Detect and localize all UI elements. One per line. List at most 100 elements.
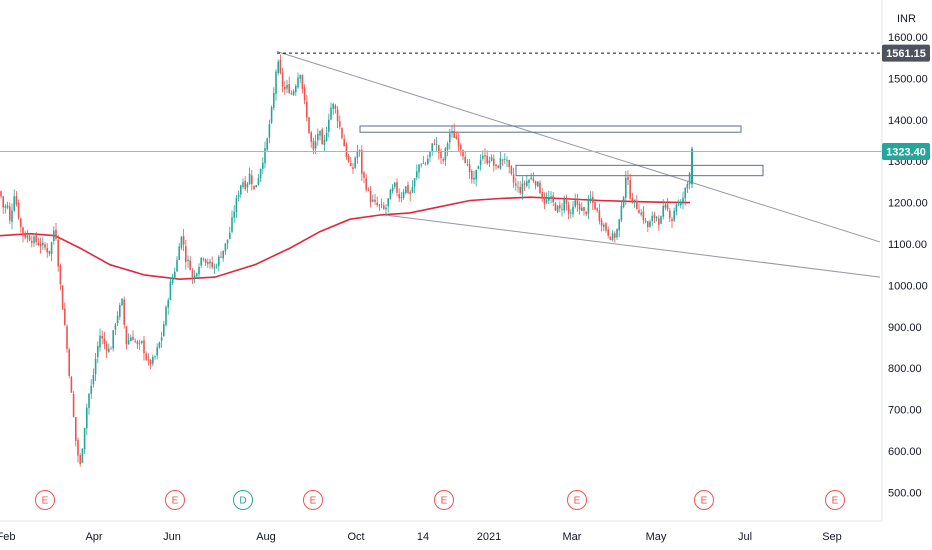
candle	[134, 338, 136, 344]
candle	[471, 169, 473, 184]
candle	[594, 200, 596, 211]
candle	[464, 151, 466, 164]
earnings-marker[interactable]: E	[825, 490, 845, 510]
earnings-marker[interactable]: E	[165, 490, 185, 510]
candle	[97, 341, 99, 364]
candle	[484, 148, 486, 164]
candle	[611, 230, 614, 242]
candle	[554, 202, 557, 211]
candle	[640, 208, 642, 217]
y-tick-label: 1500.00	[888, 73, 928, 85]
candle	[620, 201, 623, 222]
candle	[466, 158, 469, 167]
support-boxes	[359, 125, 764, 177]
candle	[306, 94, 308, 122]
dividend-marker[interactable]: D	[233, 490, 253, 510]
candle	[477, 165, 480, 170]
candle	[224, 243, 227, 255]
candle	[383, 202, 385, 211]
candle	[66, 324, 68, 353]
candle	[339, 115, 341, 130]
x-tick-label: Feb	[0, 531, 15, 543]
candle	[55, 222, 57, 241]
candle	[264, 141, 266, 169]
candle	[578, 201, 581, 215]
candle	[108, 343, 110, 354]
candle	[336, 106, 339, 129]
y-tick-label: 500.00	[888, 487, 922, 499]
candle	[99, 328, 101, 352]
candle	[519, 181, 521, 195]
candle	[37, 237, 40, 246]
x-tick-label: 14	[417, 531, 429, 543]
candle	[94, 352, 97, 382]
x-tick-label: 2021	[477, 531, 501, 543]
candle	[176, 256, 178, 272]
candle	[279, 54, 282, 75]
earnings-marker[interactable]: E	[567, 490, 587, 510]
y-tick-label: 800.00	[888, 363, 922, 375]
candle	[132, 330, 134, 341]
high-price-badge: 1561.15	[882, 44, 930, 62]
y-tick-label: 1600.00	[888, 32, 928, 44]
candle	[429, 151, 431, 162]
candle	[253, 185, 255, 191]
candle	[528, 178, 530, 190]
candle	[105, 340, 108, 359]
candle	[402, 188, 405, 200]
svg-text:E: E	[42, 496, 49, 507]
svg-text:D: D	[239, 496, 246, 507]
earnings-marker[interactable]: E	[434, 490, 454, 510]
time-axis: Feb Apr Jun Aug Oct 14 2021 Mar May Jul Sep	[0, 520, 882, 543]
candle	[387, 198, 389, 213]
candle	[541, 188, 543, 203]
candle	[543, 192, 546, 210]
candle	[576, 194, 579, 212]
support-box	[359, 125, 742, 133]
candle	[64, 302, 66, 326]
candle	[189, 255, 191, 271]
candle	[532, 172, 535, 184]
candle	[424, 161, 427, 166]
candle	[688, 172, 691, 190]
earnings-marker[interactable]: E	[35, 490, 55, 510]
candle	[72, 391, 75, 418]
candle	[323, 134, 326, 152]
candle	[431, 143, 433, 156]
candle	[171, 274, 174, 285]
candle	[229, 227, 231, 240]
candle	[385, 204, 387, 217]
candle	[138, 339, 141, 350]
candle	[200, 257, 202, 269]
trendlines	[276, 51, 881, 278]
candle	[31, 235, 33, 248]
candle	[523, 180, 526, 191]
candle	[616, 228, 618, 240]
candle	[442, 157, 444, 164]
candle	[26, 229, 29, 243]
candle	[427, 154, 429, 166]
candle	[70, 375, 73, 393]
candle	[510, 165, 513, 176]
candle	[273, 87, 275, 111]
candle	[473, 170, 475, 184]
candle	[567, 201, 570, 220]
x-tick-labels: Feb Apr Jun Aug Oct 14 2021 Mar May Jul Sep	[0, 531, 842, 543]
y-tick-label: 900.00	[888, 322, 922, 334]
candle	[143, 335, 145, 361]
earnings-marker[interactable]: E	[694, 490, 714, 510]
candle	[17, 199, 20, 220]
candle	[369, 186, 372, 208]
candle	[556, 204, 559, 214]
candle	[295, 84, 297, 96]
candle	[587, 195, 590, 220]
candle	[255, 184, 257, 188]
candle	[24, 230, 26, 240]
candle	[178, 243, 180, 260]
candle	[515, 177, 517, 191]
candle	[497, 165, 499, 169]
candle	[453, 123, 455, 139]
earnings-marker[interactable]: E	[303, 490, 323, 510]
candle	[675, 203, 678, 216]
